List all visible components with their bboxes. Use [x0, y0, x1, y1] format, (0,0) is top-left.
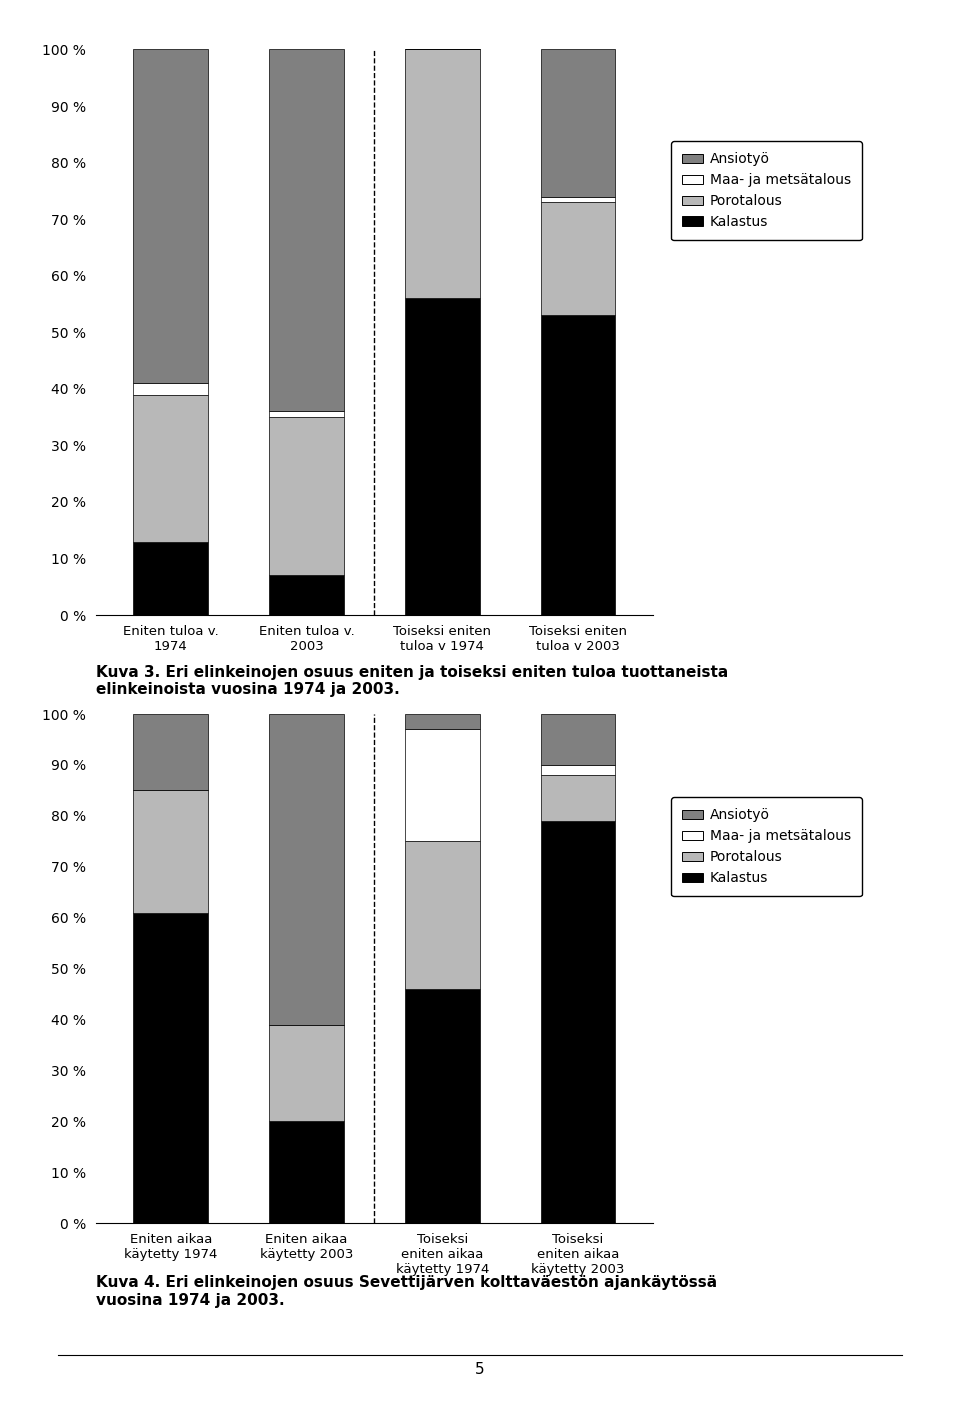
Bar — [405, 841, 480, 988]
Bar — [133, 714, 208, 790]
Text: Kuva 4. Eri elinkeinojen osuus Sevettijärven kolttaväestön ajankäytössä
vuosina : Kuva 4. Eri elinkeinojen osuus Sevettijä… — [96, 1275, 717, 1308]
Legend: Ansiotyö, Maa- ja metsätalous, Porotalous, Kalastus: Ansiotyö, Maa- ja metsätalous, Porotalou… — [671, 797, 862, 896]
Bar — [405, 988, 480, 1223]
Bar — [269, 1025, 344, 1121]
Bar — [269, 49, 344, 411]
Bar — [133, 542, 208, 615]
Bar — [269, 411, 344, 417]
Bar — [540, 714, 615, 765]
Bar — [540, 202, 615, 315]
Text: 5: 5 — [475, 1363, 485, 1377]
Bar — [405, 298, 480, 615]
Bar — [540, 822, 615, 1223]
Bar — [540, 49, 615, 197]
Bar — [540, 197, 615, 202]
Bar — [133, 49, 208, 383]
Bar — [269, 417, 344, 575]
Legend: Ansiotyö, Maa- ja metsätalous, Porotalous, Kalastus: Ansiotyö, Maa- ja metsätalous, Porotalou… — [671, 141, 862, 240]
Bar — [133, 912, 208, 1223]
Bar — [540, 765, 615, 775]
Bar — [269, 1121, 344, 1223]
Bar — [269, 575, 344, 615]
Bar — [405, 730, 480, 841]
Bar — [133, 395, 208, 542]
Bar — [405, 49, 480, 298]
Text: Kuva 3. Eri elinkeinojen osuus eniten ja toiseksi eniten tuloa tuottaneista
elin: Kuva 3. Eri elinkeinojen osuus eniten ja… — [96, 665, 729, 697]
Bar — [133, 383, 208, 395]
Bar — [405, 714, 480, 730]
Bar — [269, 714, 344, 1025]
Bar — [540, 315, 615, 615]
Bar — [540, 775, 615, 822]
Bar — [133, 790, 208, 912]
